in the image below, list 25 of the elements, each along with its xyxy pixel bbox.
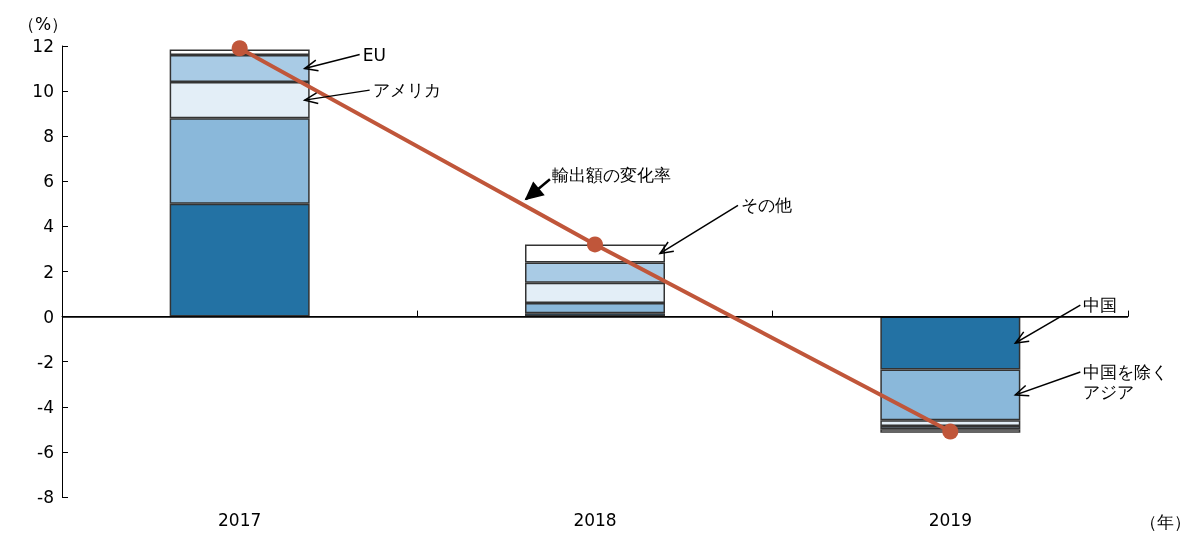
point xyxy=(942,423,959,440)
y-tick-label: 10 xyxy=(32,81,54,102)
x-tick-label: 2018 xyxy=(573,509,617,530)
x-tick-label: 2017 xyxy=(218,509,262,530)
y-tick-label: 4 xyxy=(43,216,54,237)
y-tick-label: -6 xyxy=(37,441,54,462)
y-tick-label: -2 xyxy=(37,351,54,372)
y-tick-label: 6 xyxy=(43,171,54,192)
text: 中国 xyxy=(1083,295,1118,316)
point xyxy=(231,40,248,57)
y-axis-title: （%） xyxy=(18,14,69,34)
y-tick-label: 2 xyxy=(43,261,54,282)
text: その他 xyxy=(741,195,792,216)
y-tick-label: 0 xyxy=(43,306,54,327)
text: EU xyxy=(362,44,386,65)
point xyxy=(587,236,603,253)
y-tick-label: -4 xyxy=(37,396,54,417)
text: 中国を除くアジア xyxy=(1083,361,1170,402)
y-tick-label: 8 xyxy=(43,126,54,147)
text: アメリカ xyxy=(372,80,441,101)
x-tick-label: 2019 xyxy=(928,509,972,530)
y-tick-label: -8 xyxy=(37,487,54,507)
series-label: 輸出額の変化率 xyxy=(551,165,671,186)
x-axis-title: （年） xyxy=(1140,512,1191,532)
y-tick-label: 12 xyxy=(32,36,54,56)
